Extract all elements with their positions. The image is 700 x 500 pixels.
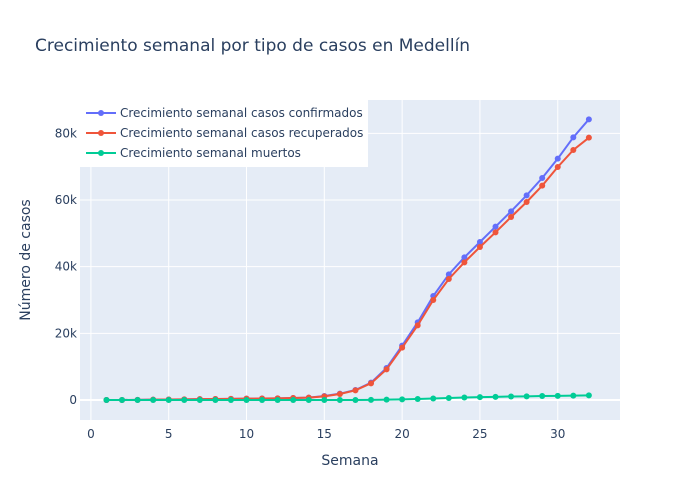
y-tick-label: 80k <box>55 126 77 140</box>
y-tick-label: 20k <box>55 326 77 340</box>
data-point[interactable] <box>492 393 499 400</box>
data-point[interactable] <box>368 396 375 403</box>
data-point[interactable] <box>165 397 172 403</box>
data-point[interactable] <box>430 395 437 402</box>
data-point[interactable] <box>383 396 390 403</box>
data-point[interactable] <box>523 199 530 205</box>
chart-title: Crecimiento semanal por tipo de casos en… <box>35 36 470 56</box>
data-point[interactable] <box>585 134 592 141</box>
data-point[interactable] <box>476 239 483 245</box>
data-point[interactable] <box>539 175 546 181</box>
data-point[interactable] <box>476 244 483 250</box>
data-point[interactable] <box>399 396 406 403</box>
series-layer <box>103 116 592 403</box>
data-point[interactable] <box>336 391 343 397</box>
data-point[interactable] <box>212 397 219 403</box>
x-tick-label: 0 <box>87 427 95 441</box>
legend-label: Crecimiento semanal muertos <box>120 146 301 160</box>
data-point[interactable] <box>554 392 561 399</box>
data-point[interactable] <box>585 116 592 123</box>
data-point[interactable] <box>570 392 577 399</box>
x-tick-label: 10 <box>239 427 254 441</box>
legend-item-1[interactable]: Crecimiento semanal casos confirmados <box>86 106 363 120</box>
data-point[interactable] <box>414 322 421 329</box>
legend-marker <box>98 130 104 136</box>
y-axis-title: Número de casos <box>18 199 34 320</box>
data-point[interactable] <box>508 214 515 220</box>
data-point[interactable] <box>476 394 483 401</box>
data-point[interactable] <box>321 397 328 403</box>
data-point[interactable] <box>523 393 530 400</box>
data-point[interactable] <box>196 397 203 403</box>
data-point[interactable] <box>368 380 375 387</box>
data-point[interactable] <box>492 229 499 236</box>
data-point[interactable] <box>336 397 343 403</box>
data-point[interactable] <box>445 395 452 401</box>
data-point[interactable] <box>103 397 110 403</box>
data-point[interactable] <box>523 192 530 199</box>
legend-marker <box>98 110 104 116</box>
legend-marker <box>98 150 104 156</box>
data-point[interactable] <box>259 397 266 403</box>
data-point[interactable] <box>150 397 157 403</box>
data-point[interactable] <box>243 397 250 403</box>
x-tick-label: 20 <box>394 427 409 441</box>
data-point[interactable] <box>399 344 406 351</box>
x-axis-title: Semana <box>321 453 378 469</box>
axis-layer: 0 5 10 15 20 25 30 0 20k 40k 60k 80k <box>55 126 566 441</box>
data-point[interactable] <box>461 394 468 401</box>
legend[interactable]: Crecimiento semanal casos confirmados Cre… <box>80 100 368 167</box>
x-tick-label: 15 <box>317 427 332 441</box>
data-point[interactable] <box>445 276 452 282</box>
data-point[interactable] <box>305 397 312 403</box>
data-point[interactable] <box>227 397 234 403</box>
legend-item-2[interactable]: Crecimiento semanal casos recuperados <box>86 126 363 140</box>
legend-item-3[interactable]: Crecimiento semanal muertos <box>86 146 301 160</box>
data-point[interactable] <box>508 208 515 215</box>
data-point[interactable] <box>539 182 546 189</box>
data-point[interactable] <box>352 397 359 403</box>
data-point[interactable] <box>570 147 577 153</box>
data-point[interactable] <box>430 297 437 303</box>
data-point[interactable] <box>274 397 281 403</box>
data-point[interactable] <box>554 164 561 170</box>
y-tick-label: 40k <box>55 260 77 274</box>
data-point[interactable] <box>181 397 188 403</box>
data-point[interactable] <box>539 393 546 399</box>
data-point[interactable] <box>461 254 468 261</box>
data-point[interactable] <box>134 397 141 403</box>
data-point[interactable] <box>570 134 577 141</box>
data-point[interactable] <box>352 387 359 394</box>
y-tick-label: 0 <box>69 393 77 407</box>
x-tick-label: 5 <box>165 427 173 441</box>
x-tick-label: 30 <box>550 427 565 441</box>
legend-background <box>80 100 368 167</box>
data-point[interactable] <box>492 223 499 230</box>
data-point[interactable] <box>554 155 561 162</box>
series-3[interactable] <box>103 392 592 403</box>
data-point[interactable] <box>445 271 452 278</box>
data-point[interactable] <box>119 397 126 403</box>
data-point[interactable] <box>461 259 468 266</box>
data-point[interactable] <box>585 392 592 399</box>
data-point[interactable] <box>290 397 297 403</box>
legend-label: Crecimiento semanal casos recuperados <box>120 126 363 140</box>
x-tick-label: 25 <box>472 427 487 441</box>
legend-label: Crecimiento semanal casos confirmados <box>120 106 363 120</box>
data-point[interactable] <box>414 396 421 402</box>
data-point[interactable] <box>383 366 390 373</box>
data-point[interactable] <box>508 393 515 400</box>
y-tick-label: 60k <box>55 193 77 207</box>
